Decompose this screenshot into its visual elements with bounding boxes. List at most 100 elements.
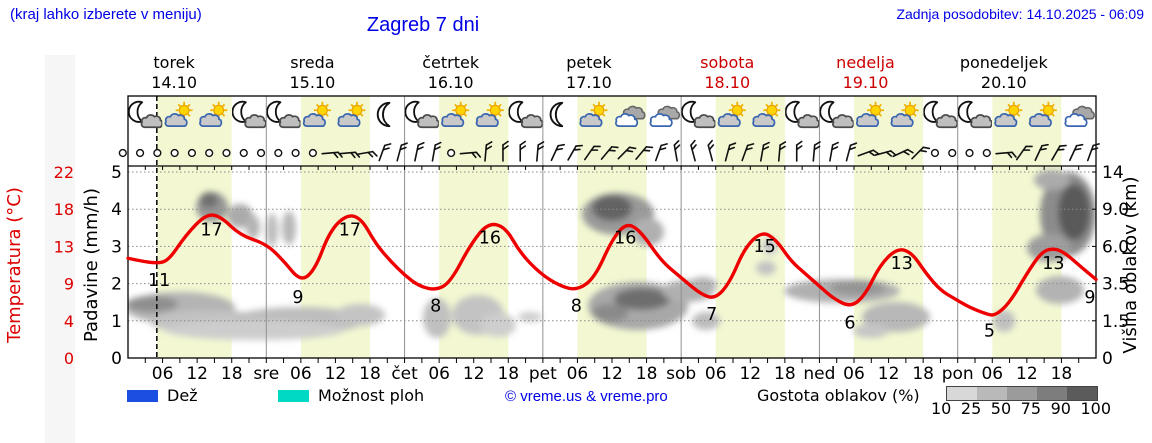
cloud-height-tick: 6.0 <box>1102 237 1129 257</box>
day-abbrev-label: sre <box>253 364 279 384</box>
hour-label: 06 <box>705 364 727 384</box>
page-title: Zagreb 7 dni <box>366 14 480 36</box>
moon-cloud-icon <box>785 100 820 129</box>
last-update-text: Zadnja posodobitev: 14.10.2025 - 06:09 <box>896 6 1144 22</box>
temperature-value-label: 8 <box>430 296 441 316</box>
day-date: 15.10 <box>289 73 335 92</box>
temperature-value-label: 13 <box>1042 254 1064 274</box>
temperature-axis-ticks: 22 18 13 9 4 0 <box>54 163 74 368</box>
cloud-blob <box>128 296 178 312</box>
hour-label: 18 <box>1051 364 1073 384</box>
density-stop-label: 75 <box>1020 399 1042 418</box>
cloud-blob <box>756 261 776 275</box>
wind-barb-icon <box>812 141 821 162</box>
cloud-height-tick: 0 <box>1102 349 1113 369</box>
wind-calm-icon <box>948 148 957 158</box>
day-abbrev-label: pon <box>942 364 974 384</box>
wind-calm-icon <box>135 148 145 158</box>
day-date: 20.10 <box>981 73 1027 92</box>
wind-barb-icon <box>874 150 897 157</box>
day-name: torek <box>153 53 195 72</box>
temperature-value-label: 13 <box>891 254 913 274</box>
day-date: 17.10 <box>566 73 612 92</box>
moon-cloud-icon <box>819 100 854 129</box>
temperature-value-label: 9 <box>292 288 303 308</box>
wind-barb-icon <box>414 141 425 162</box>
cloud-blob <box>266 213 278 247</box>
hour-label: 06 <box>981 364 1003 384</box>
cloud-blob <box>227 204 253 228</box>
cloud-blob <box>165 320 345 340</box>
wind-barb-icon <box>892 148 914 158</box>
temp-tick: 18 <box>54 200 74 219</box>
day-date: 16.10 <box>428 73 474 92</box>
temp-tick: 0 <box>64 349 74 368</box>
wind-calm-icon <box>153 148 162 158</box>
density-stop-label: 90 <box>1050 399 1071 418</box>
cloud-blob <box>246 215 260 239</box>
hour-label: 12 <box>878 364 900 384</box>
wind-symbols <box>118 139 1100 162</box>
showers-legend-swatch <box>278 390 309 402</box>
temperature-value-label: 9 <box>1084 288 1095 308</box>
wind-barb-icon <box>321 151 343 159</box>
hour-label: 06 <box>152 364 174 384</box>
cloud-blob <box>282 211 296 245</box>
wind-barb-icon <box>459 151 482 159</box>
day-date: 19.10 <box>843 73 889 92</box>
wind-calm-icon <box>930 148 940 158</box>
day-name: petek <box>566 53 612 72</box>
wind-calm-icon <box>965 148 974 158</box>
cloud-blob <box>762 237 778 255</box>
cloud-density-tick-labels: 10 25 50 75 90 100 <box>931 399 1111 418</box>
wind-barb-icon <box>617 146 637 160</box>
hour-label: 06 <box>290 364 312 384</box>
temp-tick: 13 <box>54 237 74 256</box>
temperature-value-label: 7 <box>706 305 717 325</box>
wind-barb-icon <box>502 140 509 162</box>
day-name: nedelja <box>836 53 895 72</box>
density-stop-label: 10 <box>931 399 952 418</box>
wind-calm-icon <box>447 148 456 158</box>
wind-barb-icon <box>995 151 1017 159</box>
wind-barb-icon <box>583 145 601 161</box>
density-stop-label: 25 <box>960 399 982 418</box>
copyright-link[interactable]: © vreme.us & vreme.pro <box>505 388 668 405</box>
side-strip <box>45 55 75 443</box>
density-gradient-step <box>1067 387 1097 400</box>
temperature-labels: 11 17 9 17 8 16 8 16 7 15 6 13 5 13 9 <box>148 220 1096 341</box>
temperature-value-label: 17 <box>339 220 361 240</box>
precip-axis-title: Padavine (mm/h) <box>81 188 102 342</box>
wind-calm-icon <box>982 148 991 158</box>
day-name: ponedeljek <box>960 53 1049 72</box>
gridlines <box>128 96 1096 358</box>
day-date: 18.10 <box>704 73 750 92</box>
temperature-value-label: 5 <box>984 322 995 342</box>
moon-icon <box>549 101 564 128</box>
cloud-density-legend-label: Gostota oblakov (%) <box>757 386 920 405</box>
day-abbrev-label: ned <box>803 364 835 384</box>
wind-barb-icon <box>536 141 545 162</box>
moon-icon <box>376 101 391 128</box>
wind-barb-icon <box>707 139 715 162</box>
wind-barb-icon <box>635 146 654 160</box>
moon-cloud-icon <box>923 100 958 129</box>
wind-barb-icon <box>1051 144 1067 161</box>
cloud-blob <box>689 277 717 293</box>
wind-barb-icon <box>356 150 378 158</box>
cloud-blob <box>830 281 886 295</box>
temperature-value-label: 16 <box>614 229 636 249</box>
cloud-blob <box>335 304 385 326</box>
wind-barb-icon <box>911 146 931 160</box>
hour-label: 12 <box>1016 364 1038 384</box>
cloud-blob <box>592 195 632 221</box>
cloud-blob <box>1034 170 1070 190</box>
density-gradient-step <box>1007 387 1037 400</box>
cloud-blob <box>1058 184 1090 240</box>
wind-calm-icon <box>274 148 283 158</box>
wind-barb-icon <box>550 143 565 162</box>
cloud-blob <box>614 288 670 310</box>
cloud-height-axis-title: Višina oblakov (km) <box>1120 176 1141 353</box>
location-hint: (kraj lahko izberete v meniju) <box>10 6 202 23</box>
day-abbrev-label: čet <box>391 364 418 384</box>
